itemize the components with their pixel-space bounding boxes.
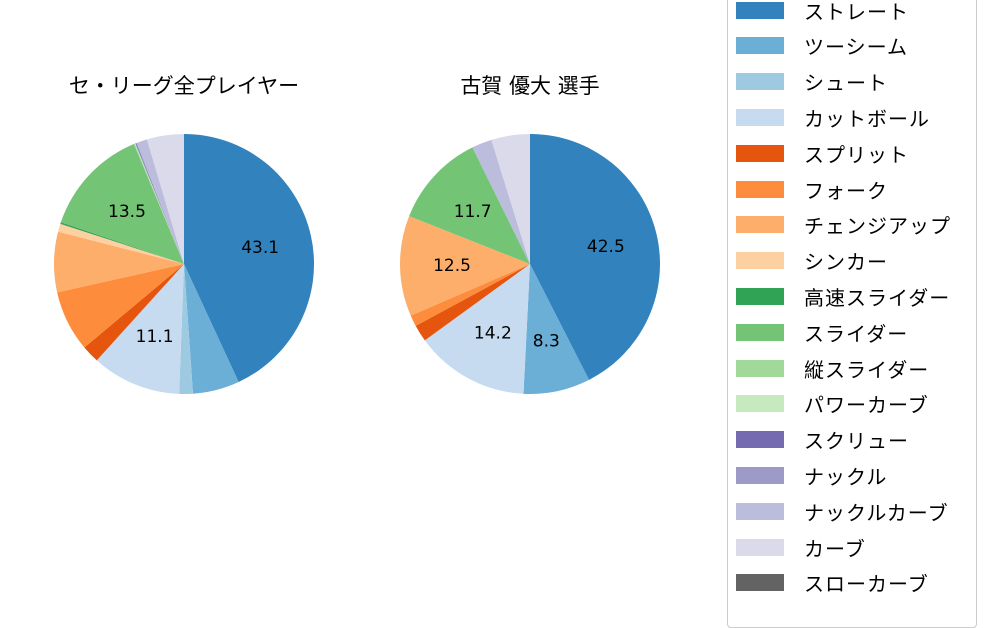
right-pie-chart: 42.5 8.3 14.2 12.5 11.7 (400, 134, 660, 395)
slice-label: 14.2 (474, 324, 512, 344)
pie-slice (146, 134, 184, 264)
legend-item: ナックルカーブ (736, 496, 949, 526)
pie-slice (523, 264, 590, 395)
legend-item: シンカー (736, 246, 888, 276)
pie-slice (57, 264, 184, 348)
legend-label: ストレート (804, 0, 909, 24)
legend-label: シュート (804, 71, 888, 96)
legend-item: ナックル (736, 460, 887, 490)
legend-swatch (736, 73, 784, 91)
legend-swatch (736, 144, 784, 162)
legend-label: スライダー (804, 321, 909, 346)
pie-charts: 43.1 11.1 13.5 42.5 8.3 14.2 12.5 11.7 (54, 134, 660, 395)
legend-label: スプリット (804, 142, 909, 167)
legend-swatch (736, 108, 784, 126)
slice-label: 11.1 (136, 327, 174, 347)
legend-item: シュート (736, 67, 888, 97)
legend-label: カットボール (804, 106, 930, 131)
legend-label: スローカーブ (804, 572, 929, 597)
pie-slice (136, 139, 184, 264)
pie-slice (530, 134, 660, 380)
legend-item: カーブ (736, 532, 866, 562)
legend-swatch (736, 359, 784, 377)
pie-slice (424, 264, 530, 394)
legend-item: 高速スライダー (736, 281, 950, 311)
legend-swatch (736, 252, 784, 270)
legend-swatch (736, 287, 784, 305)
pie-slice (472, 139, 530, 264)
legend-swatch (736, 395, 784, 413)
legend-label: ナックルカーブ (804, 500, 949, 525)
pie-slice (409, 147, 530, 264)
pie-slice (54, 231, 184, 293)
pie-slice (184, 264, 239, 394)
legend-swatch (736, 1, 784, 19)
legend-swatch (736, 538, 784, 556)
legend-label: チェンジアップ (804, 214, 951, 239)
slice-label: 13.5 (108, 202, 146, 222)
legend-label: 高速スライダー (804, 285, 951, 310)
pie-slice (60, 222, 184, 264)
legend-item: ストレート (736, 0, 909, 25)
legend-label: フォーク (804, 178, 888, 203)
pie-slice (136, 142, 184, 264)
pie-slice (179, 264, 193, 394)
legend-swatch (736, 574, 784, 592)
legend-item: スプリット (736, 138, 909, 168)
legend-item: チェンジアップ (736, 210, 951, 240)
pie-slice (184, 134, 314, 382)
legend-label: ツーシーム (804, 35, 908, 60)
pie-slice (133, 143, 184, 264)
legend-item: スローカーブ (736, 568, 929, 598)
pie-slice (400, 216, 530, 316)
legend-item: スクリュー (736, 425, 909, 455)
pie-slice (96, 264, 184, 394)
legend: ストレートツーシームシュートカットボール スプリットフォークチェンジアップ シンカー… (727, 0, 977, 628)
legend-swatch (736, 502, 784, 520)
legend-label: カーブ (804, 536, 866, 561)
right-chart-title: 古賀 優大 選手 (460, 74, 600, 98)
legend-swatch (736, 216, 784, 234)
legend-item: パワーカーブ (736, 389, 929, 419)
legend-item: 縦スライダー (736, 353, 929, 383)
legend-label: パワーカーブ (804, 393, 929, 418)
legend-item: ツーシーム (736, 31, 908, 61)
legend-label: ナックル (804, 464, 888, 489)
pie-slice (415, 264, 530, 341)
pie-slice (410, 264, 530, 326)
legend-label: スクリュー (804, 429, 909, 454)
legend-swatch (736, 37, 784, 55)
legend-item: カットボール (736, 102, 930, 132)
slice-label: 11.7 (454, 202, 492, 222)
pie-slice (135, 143, 184, 264)
slice-label: 42.5 (587, 237, 625, 257)
legend-swatch (736, 323, 784, 341)
legend-label: 縦スライダー (804, 357, 930, 382)
legend-swatch (736, 466, 784, 484)
pie-slice (134, 143, 184, 264)
legend-item: フォーク (736, 174, 888, 204)
slice-label: 8.3 (533, 331, 560, 351)
left-pie-chart: 43.1 11.1 13.5 (54, 134, 314, 394)
slice-label: 12.5 (433, 256, 471, 276)
slice-label: 43.1 (241, 238, 279, 258)
legend-label: シンカー (804, 250, 888, 275)
pie-slice (60, 144, 184, 264)
pie-slice (491, 134, 530, 264)
left-chart-title: セ・リーグ全プレイヤー (68, 74, 300, 98)
legend-swatch (736, 180, 784, 198)
legend-item: スライダー (736, 317, 908, 347)
legend-swatch (736, 431, 784, 449)
pie-slice (84, 264, 184, 361)
pie-slice (58, 223, 184, 264)
